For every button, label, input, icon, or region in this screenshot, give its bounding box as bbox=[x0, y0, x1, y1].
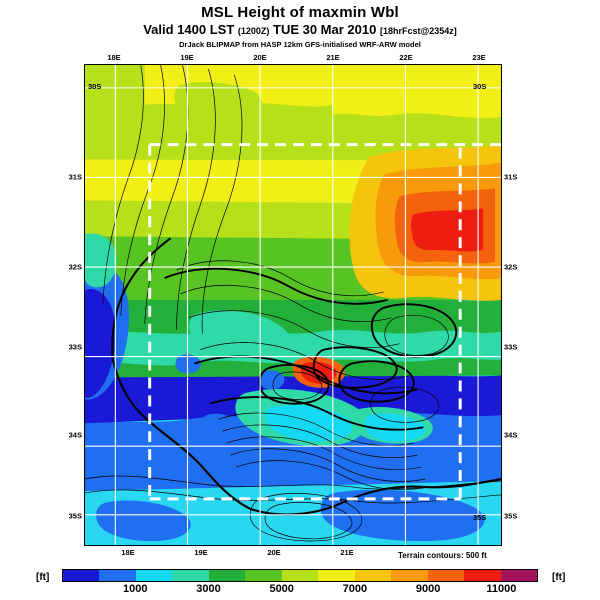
valid-time-utc: (1200Z) bbox=[237, 26, 270, 36]
valid-time-main-a: Valid 1400 LST bbox=[143, 22, 238, 37]
colorbar-swatch-3 bbox=[172, 570, 209, 581]
colorbar-tick-5000: 5000 bbox=[269, 583, 294, 595]
colorbar-swatch-10 bbox=[427, 570, 465, 581]
colorbar-swatch-4 bbox=[208, 570, 246, 581]
lat-tick-left-5: 35S bbox=[68, 511, 82, 521]
lon-tick-top-4: 22E bbox=[399, 53, 413, 62]
colorbar-swatch-6 bbox=[281, 570, 319, 581]
lat-tick-right-3: 33S bbox=[504, 342, 518, 352]
colorbar-swatch-0 bbox=[63, 570, 100, 581]
lat-tick-right-2: 32S bbox=[504, 262, 518, 272]
model-source-line: DrJack BLIPMAP from HASP 12km GFS-initia… bbox=[179, 40, 421, 49]
lat-tick-left-4: 34S bbox=[68, 430, 82, 440]
lon-tick-top-2: 20E bbox=[253, 53, 267, 62]
lat-tick-right-4: 34S bbox=[504, 430, 518, 440]
colorbar-swatch-9 bbox=[391, 570, 428, 581]
colorbar-tick-11000: 11000 bbox=[486, 583, 517, 595]
colorbar-tick-1000: 1000 bbox=[122, 583, 148, 595]
map-plot-area[interactable]: 30S 30S 35S bbox=[84, 64, 502, 546]
colorbar-swatch-5 bbox=[245, 570, 282, 581]
colorbar-swatch-2 bbox=[135, 570, 173, 581]
colorbar-gradient[interactable] bbox=[62, 569, 538, 582]
lat-tick-left-1: 31S bbox=[68, 172, 82, 182]
colorbar-swatch-11 bbox=[464, 570, 501, 581]
colorbar-unit-left: [ft] bbox=[36, 572, 50, 583]
colorbar-unit-right: [ft] bbox=[552, 572, 566, 583]
valid-time-line: Valid 1400 LST (1200Z) TUE 30 Mar 2010 [… bbox=[0, 22, 600, 39]
terrain-contour-note: Terrain contours: 500 ft bbox=[398, 551, 487, 560]
valid-time-main-b: TUE 30 Mar 2010 bbox=[269, 22, 380, 37]
title-block: MSL Height of maxmin Wbl Valid 1400 LST … bbox=[0, 4, 600, 50]
colorbar-swatch-8 bbox=[354, 570, 392, 581]
lon-tick-top-3: 21E bbox=[326, 53, 340, 62]
lon-tick-top-0: 18E bbox=[107, 53, 121, 62]
colorbar-swatch-7 bbox=[318, 570, 355, 581]
inframe-lat-right-30s: 30S bbox=[473, 82, 487, 91]
lat-tick-right-5: 35S bbox=[504, 511, 518, 521]
lat-tick-left-2: 32S bbox=[68, 262, 82, 272]
lon-tick-bottom-2: 20E bbox=[267, 548, 281, 557]
forecast-hour-badge: [18hrFcst@2354z] bbox=[379, 26, 457, 36]
lon-tick-top-1: 19E bbox=[180, 53, 194, 62]
contour-and-grid-overlay bbox=[85, 65, 501, 545]
colorbar-tick-9000: 9000 bbox=[415, 583, 441, 595]
inframe-lat-right-35s: 35S bbox=[473, 513, 487, 522]
colorbar: [ft] [ft] 1000 3000 5000 7000 9000 11000 bbox=[0, 566, 600, 600]
lon-tick-bottom-3: 21E bbox=[340, 548, 354, 557]
lon-tick-bottom-1: 19E bbox=[194, 548, 208, 557]
colorbar-swatch-12 bbox=[500, 570, 538, 581]
page-title: MSL Height of maxmin Wbl bbox=[201, 4, 399, 21]
colorbar-tick-3000: 3000 bbox=[196, 583, 221, 595]
colorbar-tick-7000: 7000 bbox=[342, 583, 368, 595]
lat-tick-left-3: 33S bbox=[68, 342, 82, 352]
inframe-lat-left-30s: 30S bbox=[88, 82, 102, 91]
colorbar-swatch-1 bbox=[99, 570, 136, 581]
lon-tick-top-5: 23E bbox=[472, 53, 486, 62]
lat-tick-right-1: 31S bbox=[504, 172, 518, 182]
lon-tick-bottom-0: 18E bbox=[121, 548, 135, 557]
